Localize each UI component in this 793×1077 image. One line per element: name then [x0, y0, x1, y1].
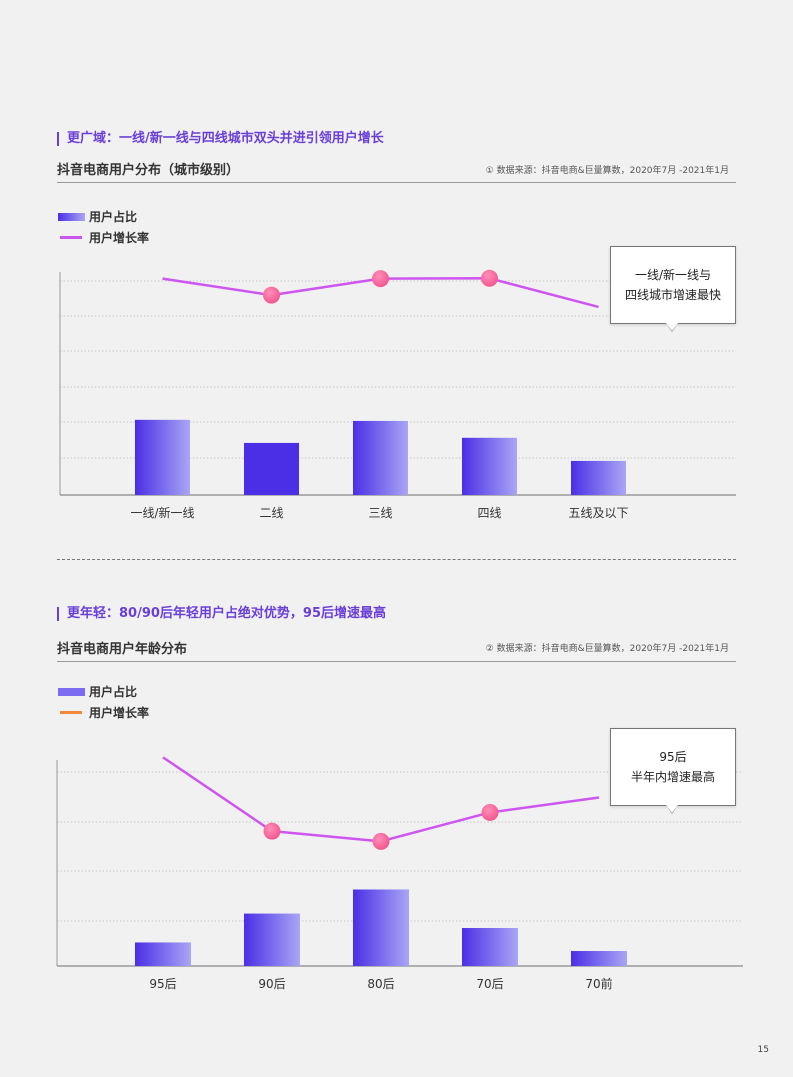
callout-city: 一线/新一线与 四线城市增速最快: [610, 246, 736, 332]
x-tick-label: 四线: [477, 506, 501, 520]
legend-item-bar: 用户占比: [58, 206, 149, 227]
bar: [353, 420, 408, 495]
section-title-city: 更广域：一线/新一线与四线城市双头并进引领用户增长: [57, 132, 384, 146]
section-divider: [57, 559, 736, 560]
chart-title-city: 抖音电商用户分布（城市级别）: [57, 163, 240, 178]
bar: [571, 951, 627, 966]
chart-city-distribution: 一线/新一线 二线 三线 四线 五线及以下: [59, 269, 736, 520]
bar: [244, 442, 299, 495]
bar: [571, 460, 626, 495]
chart-age-distribution: 95后 90后 80后 70后 70前: [56, 756, 743, 991]
title-rule-city: [57, 182, 736, 183]
legend-bar-swatch: [58, 212, 85, 221]
legend-city: 用户占比 用户增长率: [58, 206, 149, 248]
bar: [462, 437, 517, 495]
x-tick-label: 一线/新一线: [130, 505, 194, 520]
bar: [462, 928, 518, 966]
source-note-city: ① 数据来源：抖音电商&巨量算数，2020年7月 -2021年1月: [485, 166, 729, 176]
x-tick-label: 70前: [585, 976, 612, 991]
callout-city-line-2: 四线城市增速最快: [624, 288, 721, 302]
legend-item-bar: 用户占比: [58, 681, 149, 702]
callout-age: 95后 半年内增速最高: [610, 728, 736, 814]
legend-bar-swatch: [58, 687, 85, 696]
growth-rate-point: [481, 269, 498, 287]
legend-line-label: 用户增长率: [89, 706, 150, 720]
bar: [135, 942, 191, 966]
legend-bar-label: 用户占比: [89, 685, 138, 699]
growth-rate-point: [372, 832, 390, 850]
bar: [353, 889, 409, 966]
legend-bar-label: 用户占比: [89, 210, 138, 224]
legend-line-label: 用户增长率: [89, 231, 150, 245]
legend-item-line: 用户增长率: [58, 702, 149, 723]
x-tick-label: 五线及以下: [568, 506, 628, 520]
bar: [135, 419, 190, 495]
legend-item-line: 用户增长率: [58, 227, 149, 248]
callout-city-line-1: 一线/新一线与: [634, 268, 712, 282]
source-note-age: ② 数据来源：抖音电商&巨量算数，2020年7月 -2021年1月: [485, 644, 729, 654]
title-rule-age: [57, 661, 736, 662]
legend-age: 用户占比 用户增长率: [58, 681, 149, 723]
growth-rate-point: [263, 286, 280, 304]
x-tick-label: 三线: [368, 506, 392, 520]
x-tick-label: 80后: [367, 977, 394, 991]
legend-line-swatch: [60, 236, 82, 239]
callout-age-line-2: 半年内增速最高: [630, 770, 715, 784]
growth-rate-point: [372, 270, 389, 288]
legend-line-swatch: [60, 711, 82, 714]
growth-rate-point: [481, 803, 499, 821]
growth-rate-line: [162, 756, 600, 843]
section-title-age: 更年轻：80/90后年轻用户占绝对优势，95后增速最高: [57, 607, 386, 621]
x-tick-label: 70后: [476, 977, 503, 991]
callout-age-line-1: 95后: [659, 750, 687, 764]
x-tick-label: 95后: [149, 977, 176, 991]
x-tick-label: 90后: [258, 977, 285, 991]
x-tick-label: 二线: [259, 506, 283, 520]
chart-title-age: 抖音电商用户年龄分布: [57, 642, 188, 657]
page-number: 15: [757, 1045, 769, 1055]
growth-rate-point: [263, 822, 281, 840]
bar: [244, 913, 300, 966]
